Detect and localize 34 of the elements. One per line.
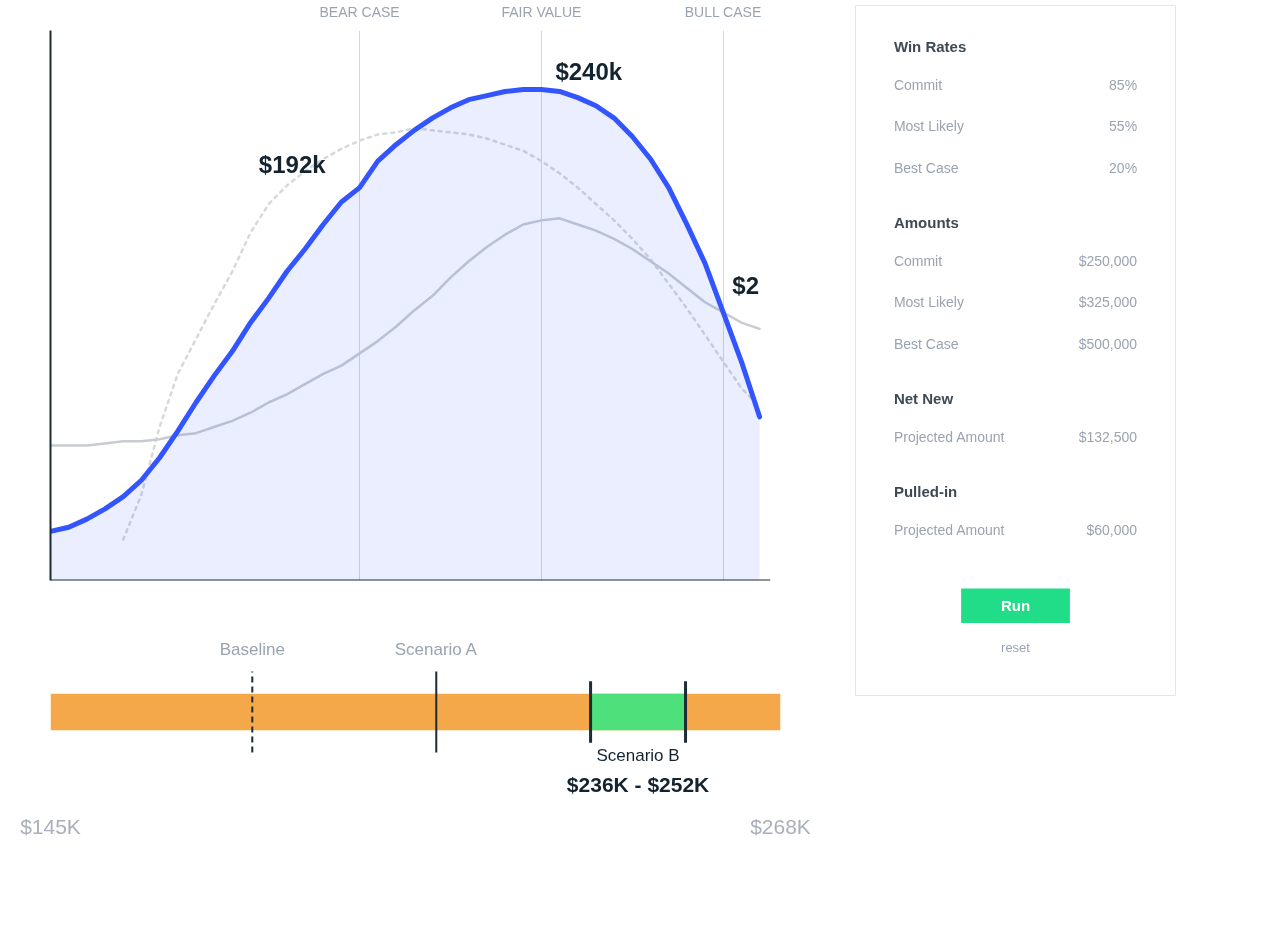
annotation: $2: [732, 272, 760, 300]
text: Most Likely: [893, 118, 964, 135]
data-label: $192k: [258, 150, 327, 178]
text: 20%: [1109, 159, 1138, 176]
text: 55%: [1109, 118, 1138, 135]
ref-line-label: Baseline: [219, 639, 285, 659]
data-label: $240k: [555, 58, 623, 86]
text: Win Rates: [893, 38, 967, 56]
text: Best Case: [893, 335, 959, 352]
text: Best Case: [893, 159, 959, 176]
x-tick-label: FAIR VALUE: [501, 3, 582, 20]
text: Run: [1000, 597, 1031, 615]
text: 85%: [1109, 76, 1138, 93]
text: $500,000: [1078, 335, 1138, 352]
x-tick-label: $268K: [750, 814, 811, 838]
text: $60,000: [1086, 521, 1138, 538]
text: Pulled-in: [893, 483, 958, 501]
band-label: Scenario B: [596, 745, 680, 765]
text: Projected Amount: [893, 521, 1005, 538]
x-tick-label: BEAR CASE: [319, 3, 400, 20]
text: Most Likely: [893, 294, 964, 311]
text: Commit: [893, 252, 943, 269]
text: Commit: [893, 76, 943, 93]
x-tick-label: BULL CASE: [684, 3, 762, 20]
text: $250,000: [1078, 252, 1138, 269]
text: $325,000: [1078, 294, 1138, 311]
text: Net New: [893, 390, 954, 408]
ref-line-label: Scenario A: [394, 639, 478, 659]
text: Projected Amount: [893, 428, 1005, 445]
text: reset: [1001, 639, 1031, 655]
text: $132,500: [1078, 428, 1138, 445]
text: $236K - $252K: [566, 772, 710, 796]
x-tick-label: $145K: [20, 814, 81, 838]
text: Amounts: [893, 214, 959, 232]
